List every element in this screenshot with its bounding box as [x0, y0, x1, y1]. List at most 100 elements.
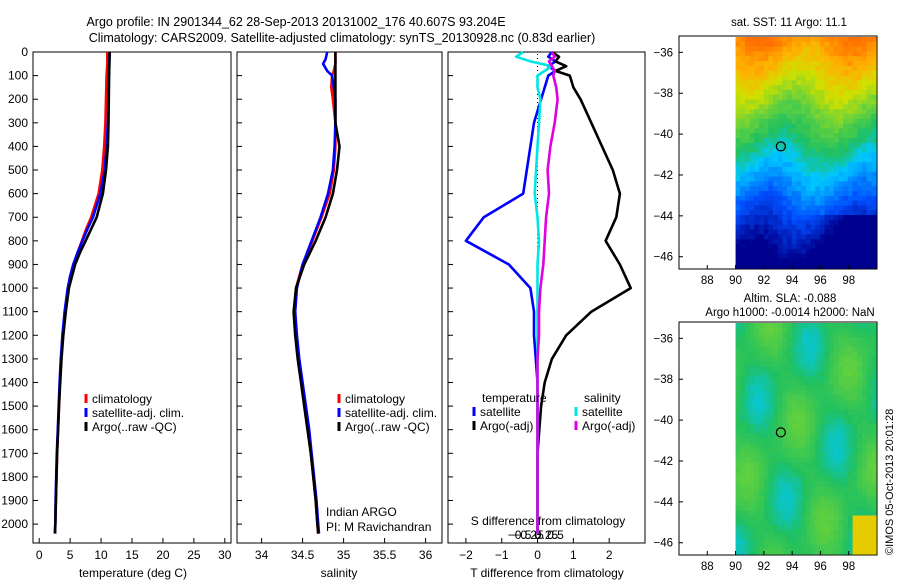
sst_map-cell: [857, 186, 863, 192]
sst_map-ytick-label: −36: [653, 47, 673, 59]
sla_map-cell: [805, 534, 812, 541]
sst_map-cell: [758, 37, 765, 43]
sst_map-cell: [782, 200, 788, 207]
sla_map-cell: [763, 424, 769, 430]
sst_map-cell: [744, 195, 751, 202]
sla_map-cell: [740, 452, 746, 459]
sla_map-cell: [838, 477, 844, 483]
sst_map-cell: [740, 181, 746, 187]
sla_map-cell: [861, 433, 868, 440]
sst_map-cell: [754, 210, 760, 216]
temperature-ytick-label: 900: [8, 257, 28, 271]
sla_map-cell: [801, 481, 807, 488]
sst_map-cell: [815, 109, 821, 115]
sst_map-cell: [815, 152, 821, 158]
sla_map-cell: [791, 361, 798, 367]
sla_map-cell: [857, 424, 863, 430]
sla_map-cell: [852, 385, 858, 391]
sla_map-cell: [796, 529, 802, 536]
sst_map-cell: [787, 123, 793, 130]
sst_map-cell: [847, 176, 854, 182]
sst_map-cell: [749, 224, 755, 231]
sst_map-cell: [843, 229, 849, 235]
sst_map-cell: [763, 89, 769, 96]
sst_map-cell: [824, 46, 830, 53]
sla_map-cell: [819, 520, 826, 526]
sla_map-cell: [740, 505, 746, 512]
sst_map-cell: [810, 258, 816, 264]
sla_map-cell: [824, 327, 830, 334]
sla_map-cell: [805, 356, 812, 363]
sla_map-cell: [735, 400, 741, 406]
sla_map-cell: [796, 327, 802, 334]
sst_map-cell: [782, 123, 788, 130]
sst_map-cell: [871, 142, 877, 149]
sst_map-cell: [857, 157, 863, 163]
sla_map-cell: [740, 400, 746, 406]
sst_map-cell: [866, 70, 872, 77]
sst_map-cell: [796, 253, 802, 259]
sla_map-cell: [749, 361, 755, 367]
sla_map-cell: [740, 549, 746, 555]
sst_map-cell: [824, 215, 830, 221]
sla_map-cell: [829, 491, 835, 497]
sst_map-cell: [815, 133, 821, 139]
sst_map-cell: [749, 176, 755, 182]
sla_map-cell: [847, 486, 854, 493]
sla_map-cell: [810, 395, 816, 401]
sla_map-cell: [740, 395, 746, 401]
sla_map-cell: [847, 438, 854, 444]
sst_map-cell: [735, 80, 741, 86]
sst_map-cell: [833, 65, 840, 72]
sst_map-cell: [758, 80, 765, 86]
sla_map-cell: [861, 443, 868, 449]
sst_map-cell: [861, 258, 868, 264]
sla_map-cell: [749, 443, 755, 449]
sst_map-cell: [871, 243, 877, 250]
sla_map-cell: [758, 491, 765, 497]
sla_map-cell: [758, 457, 765, 464]
sla_map-cell: [857, 529, 863, 536]
sla_map-cell: [833, 433, 840, 440]
sla_map-cell: [810, 515, 816, 521]
sst_map-cell: [829, 61, 835, 67]
sla_map-cell: [829, 400, 835, 406]
sla_map-cell: [796, 457, 802, 464]
sla_map-cell: [777, 424, 783, 430]
sst_map-cell: [740, 243, 746, 250]
sst_map-cell: [749, 234, 755, 240]
sst_map-cell: [791, 224, 798, 231]
sst_map-cell: [815, 263, 821, 269]
sla_map-cell: [735, 409, 741, 416]
sla_map-cell: [777, 452, 783, 459]
sst_map-cell: [777, 142, 783, 149]
sla_map-cell: [805, 404, 812, 411]
sla_map-cell: [787, 332, 793, 339]
sst_map-cell: [773, 171, 779, 178]
sla_map-cell: [735, 351, 741, 358]
sst_map-cell: [754, 65, 760, 72]
sst_map-cell: [763, 253, 769, 259]
sla_map-cell: [833, 361, 840, 367]
sla_map-cell: [768, 472, 774, 478]
sst_map-cell: [805, 56, 812, 62]
temperature-xtick-label: 25: [187, 548, 201, 562]
sla_map-cell: [866, 496, 872, 502]
sst_map-cell: [744, 138, 751, 144]
sla_map-cell: [749, 510, 755, 517]
sst_map-cell: [735, 248, 741, 255]
sla_map-cell: [815, 366, 821, 372]
sla_map-cell: [773, 481, 779, 488]
sst_map-cell: [735, 133, 741, 139]
sst_map-cell: [824, 224, 830, 231]
sla_map-cell: [744, 400, 751, 406]
sla_map-cell: [735, 337, 741, 343]
sst_map-cell: [763, 56, 769, 62]
sst_map-cell: [758, 147, 765, 154]
sla_map-cell: [810, 501, 816, 507]
sst_map-cell: [819, 46, 826, 53]
sst_map-cell: [871, 80, 877, 86]
sst_map-cell: [852, 195, 858, 202]
sst_map-cell: [810, 138, 816, 144]
sla_map-cell: [749, 472, 755, 478]
